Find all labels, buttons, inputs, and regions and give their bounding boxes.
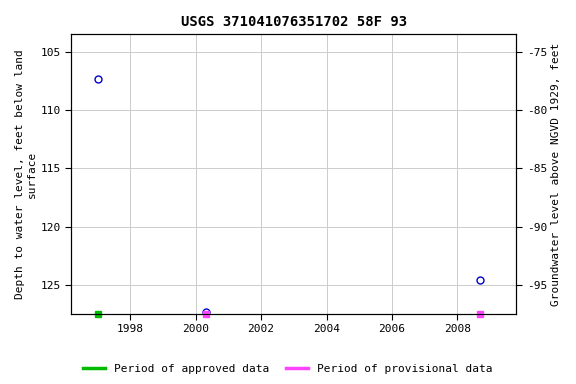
Legend: Period of approved data, Period of provisional data: Period of approved data, Period of provi… [79, 359, 497, 379]
Y-axis label: Groundwater level above NGVD 1929, feet: Groundwater level above NGVD 1929, feet [551, 43, 561, 306]
Title: USGS 371041076351702 58F 93: USGS 371041076351702 58F 93 [181, 15, 407, 29]
Y-axis label: Depth to water level, feet below land
surface: Depth to water level, feet below land su… [15, 49, 37, 299]
